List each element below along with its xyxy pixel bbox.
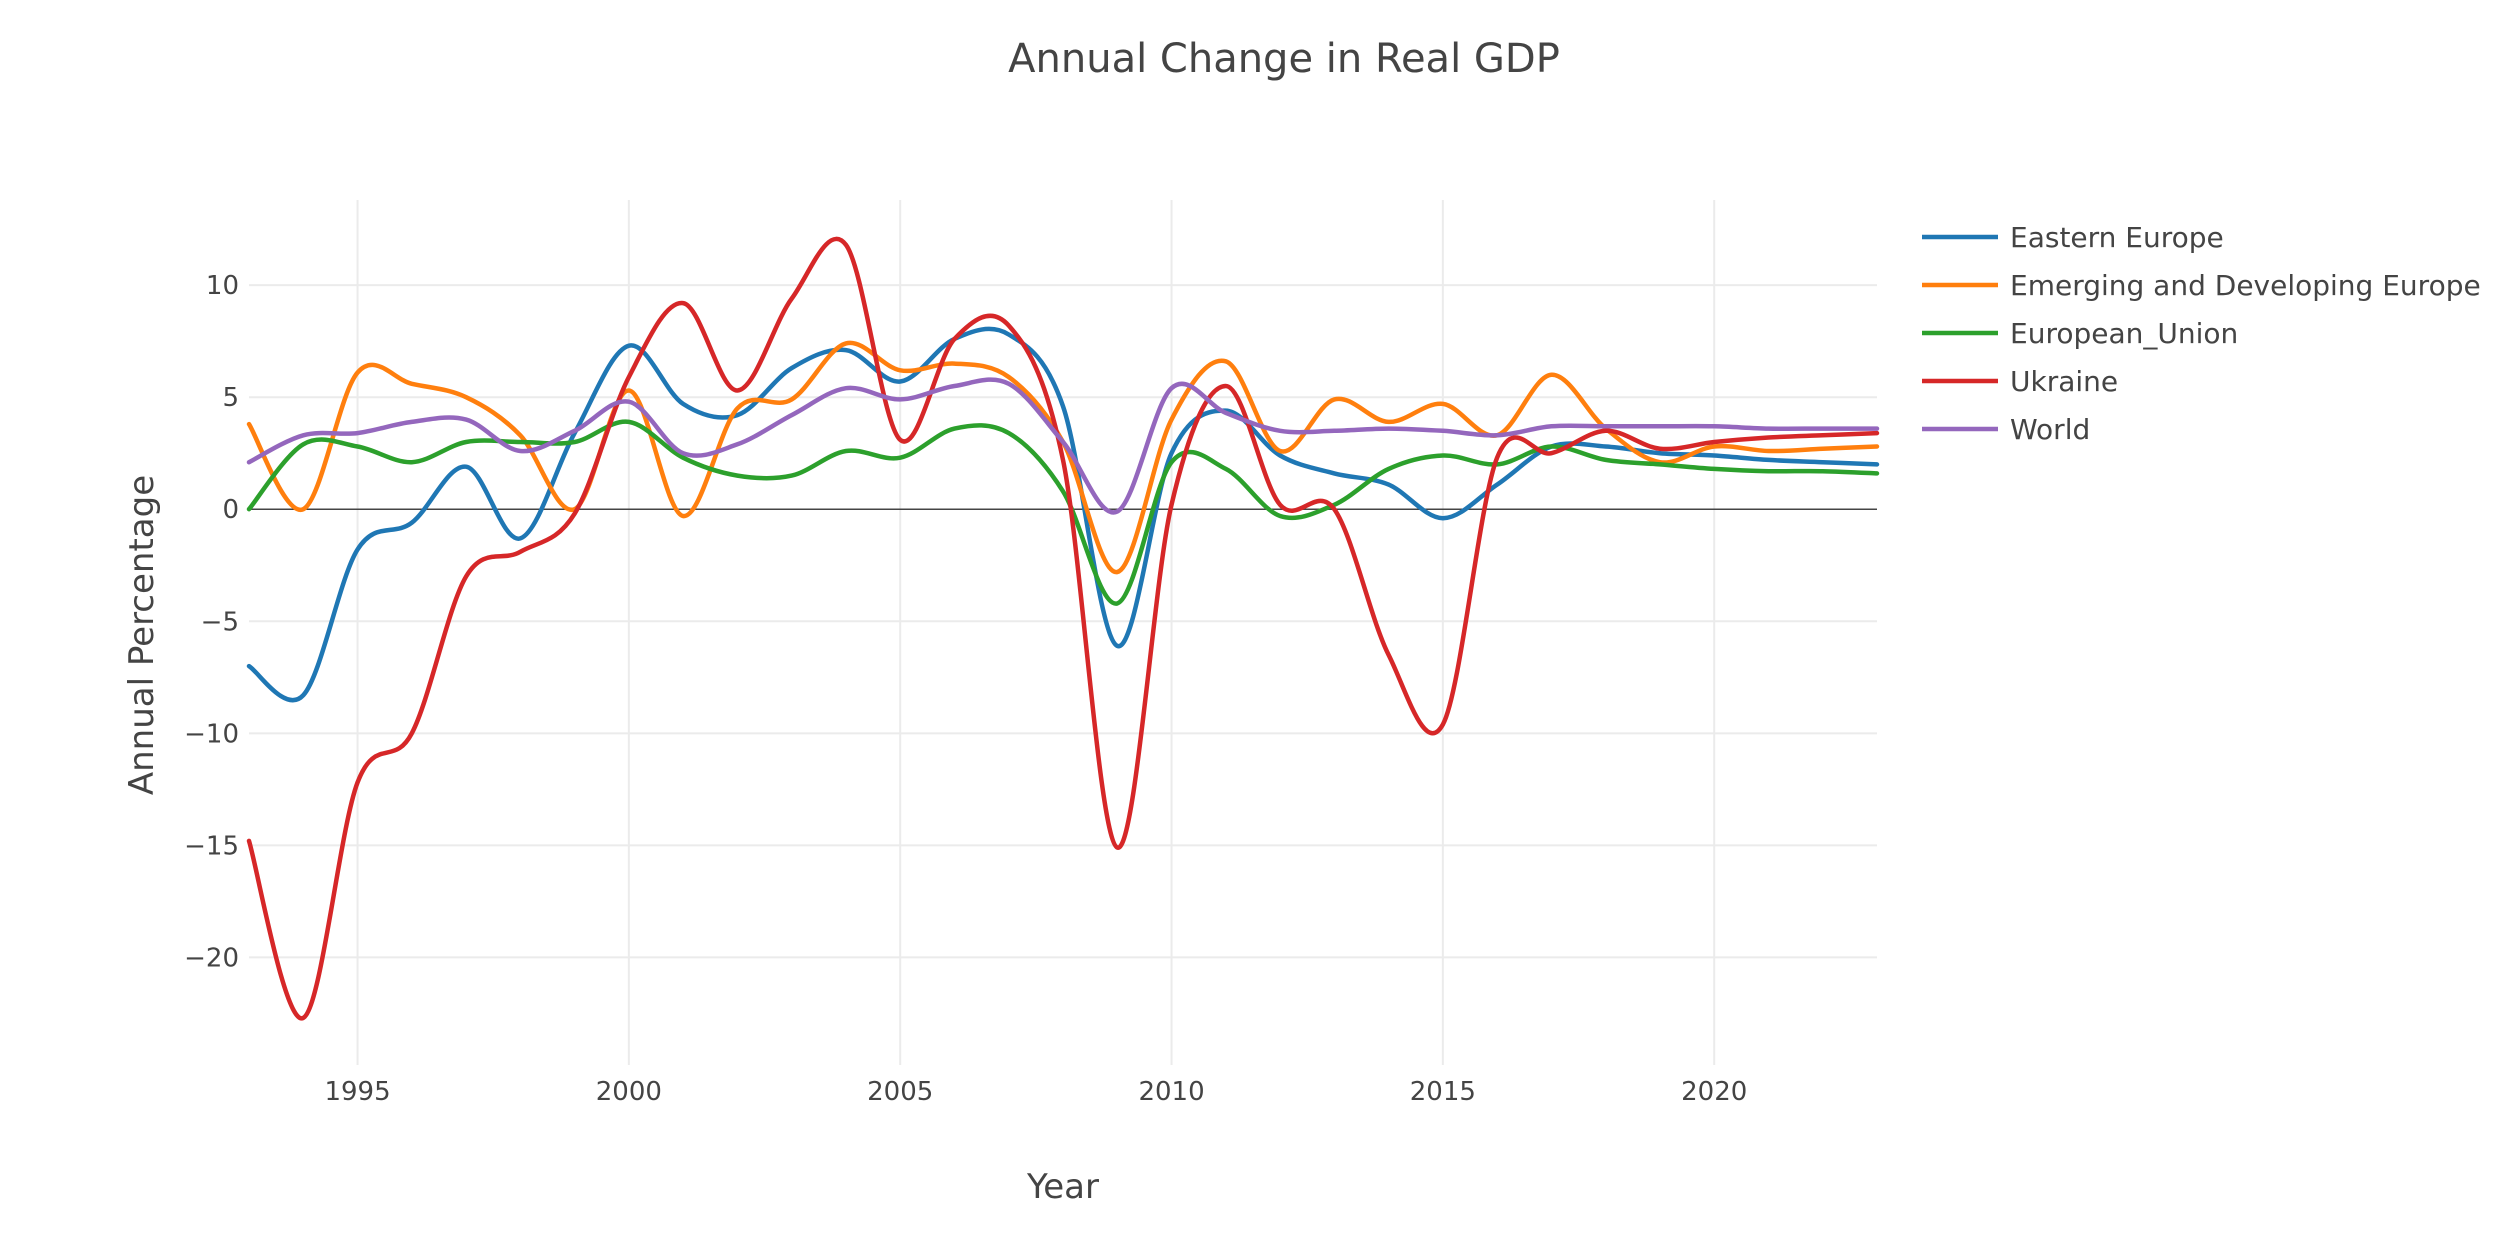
legend-label-eastern-europe: Eastern Europe (2010, 221, 2224, 254)
series-line-world (246, 377, 1880, 515)
y-tick-label: −5 (201, 607, 239, 637)
y-tick-label: −10 (184, 719, 239, 749)
y-tick-label: 10 (206, 271, 239, 301)
y-axis-ticks: 10 5 0 −5 −10 −15 −20 (184, 271, 239, 973)
y-axis-title: Annual Percentage (122, 475, 162, 795)
legend-label-european-union: European_Union (2010, 317, 2238, 350)
x-axis-title: Year (1026, 1167, 1099, 1207)
chart-title: Annual Change in Real GDP (1008, 36, 1560, 82)
legend-label-ukraine: Ukraine (2010, 365, 2118, 398)
grid-lines (249, 200, 1877, 1065)
y-tick-label: 5 (222, 383, 239, 413)
legend-label-emerging-and-developing-europe: Emerging and Developing Europe (2010, 269, 2481, 302)
y-tick-label: −20 (184, 943, 239, 973)
series-line-ukraine (246, 236, 1880, 1021)
x-tick-label: 2010 (1138, 1077, 1204, 1107)
y-tick-label: −15 (184, 831, 239, 861)
x-axis-ticks: 1995 2000 2005 2010 2015 2020 (324, 1077, 1747, 1107)
x-tick-label: 2000 (596, 1077, 662, 1107)
legend-label-world: World (2010, 413, 2090, 446)
x-tick-label: 2015 (1410, 1077, 1476, 1107)
series-line-eastern-europe (246, 326, 1880, 703)
legend: Eastern Europe Emerging and Developing Eu… (1922, 221, 2481, 446)
x-tick-label: 2005 (867, 1077, 933, 1107)
series-lines (246, 236, 1880, 1021)
x-tick-label: 2020 (1681, 1077, 1747, 1107)
series-line-emerging-and-developing-europe (246, 340, 1880, 575)
y-tick-label: 0 (222, 495, 239, 525)
x-tick-label: 1995 (324, 1077, 390, 1107)
